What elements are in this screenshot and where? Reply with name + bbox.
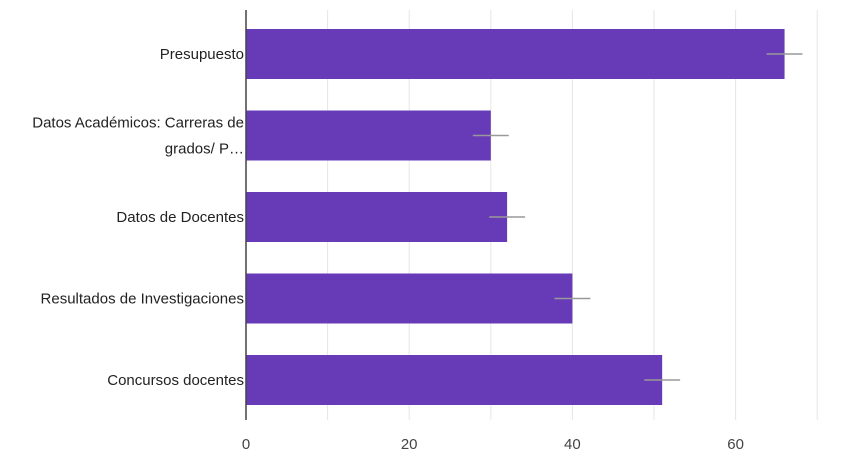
category-label: Datos Académicos: Carreras de: [32, 115, 244, 132]
x-tick-label: 20: [401, 436, 418, 453]
bars: [246, 29, 803, 405]
category-label: Datos de Docentes: [116, 209, 244, 226]
category-label: Concursos docentes: [107, 372, 244, 389]
bar: [246, 110, 491, 161]
bar: [246, 29, 785, 79]
category-label: Presupuesto: [160, 46, 244, 63]
x-tick-label: 40: [564, 436, 581, 453]
x-tick-labels: 0 20 40 60: [242, 436, 744, 453]
bar: [246, 355, 663, 405]
category-label: grados/ P…: [165, 141, 244, 158]
category-labels: Presupuesto Datos Académicos: Carreras de…: [32, 46, 244, 389]
x-tick-label: 60: [727, 436, 744, 453]
x-tick-label: 0: [242, 436, 250, 453]
category-label: Resultados de Investigaciones: [41, 291, 244, 308]
bar: [246, 273, 573, 324]
bar: [246, 192, 508, 242]
